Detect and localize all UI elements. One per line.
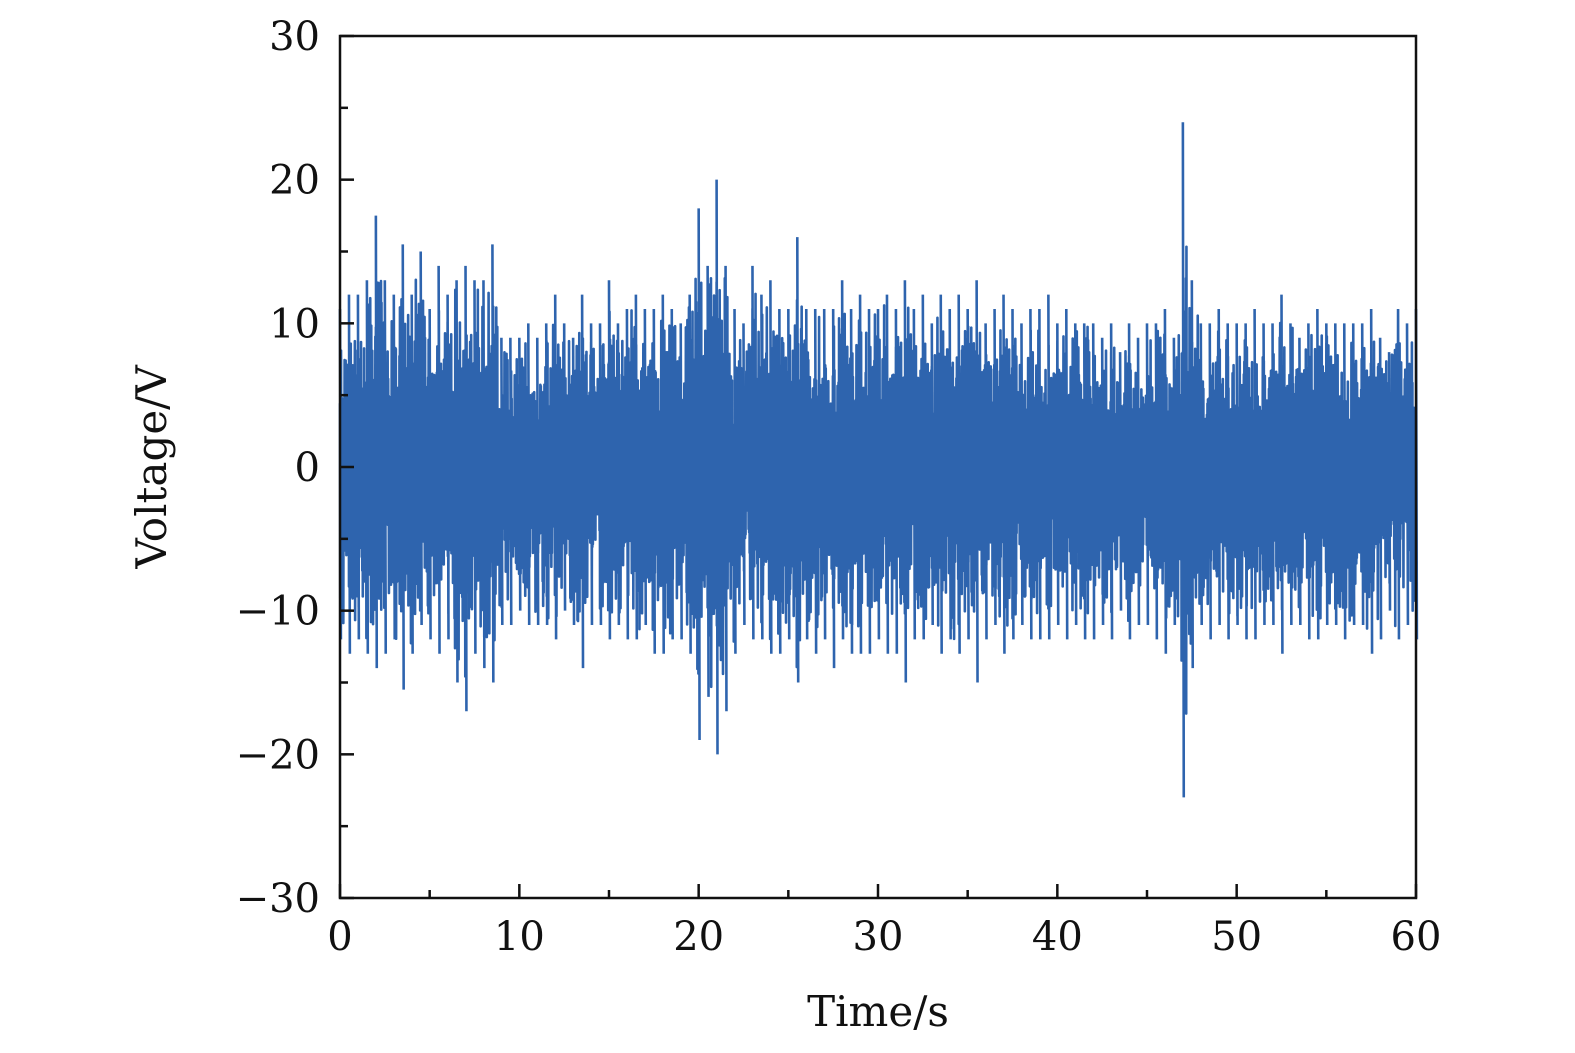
x-tick-label: 30 [853, 914, 904, 960]
y-tick-label: 0 [295, 445, 320, 491]
y-axis-title: Voltage/V [127, 365, 176, 570]
y-tick-label: 20 [269, 158, 320, 204]
y-tick-label: −20 [236, 732, 320, 778]
x-tick-label: 20 [673, 914, 724, 960]
x-tick-label: 0 [327, 914, 352, 960]
axis-ticks [338, 34, 1418, 900]
voltage-series-line [338, 122, 1419, 798]
voltage-trace-group [338, 122, 1419, 798]
y-tick-label: −30 [236, 876, 320, 922]
x-axis-title: Time/s [807, 987, 949, 1036]
x-tick-label: 50 [1211, 914, 1262, 960]
y-tick-label: 10 [269, 301, 320, 347]
x-tick-label: 40 [1032, 914, 1083, 960]
y-tick-label: −10 [236, 589, 320, 635]
y-tick-label: 30 [269, 14, 320, 60]
tick-labels: 0 10 20 30 40 50 60 30 20 10 0 −10 −20 −30 [236, 14, 1442, 960]
x-tick-label: 60 [1391, 914, 1442, 960]
x-tick-label: 10 [494, 914, 545, 960]
